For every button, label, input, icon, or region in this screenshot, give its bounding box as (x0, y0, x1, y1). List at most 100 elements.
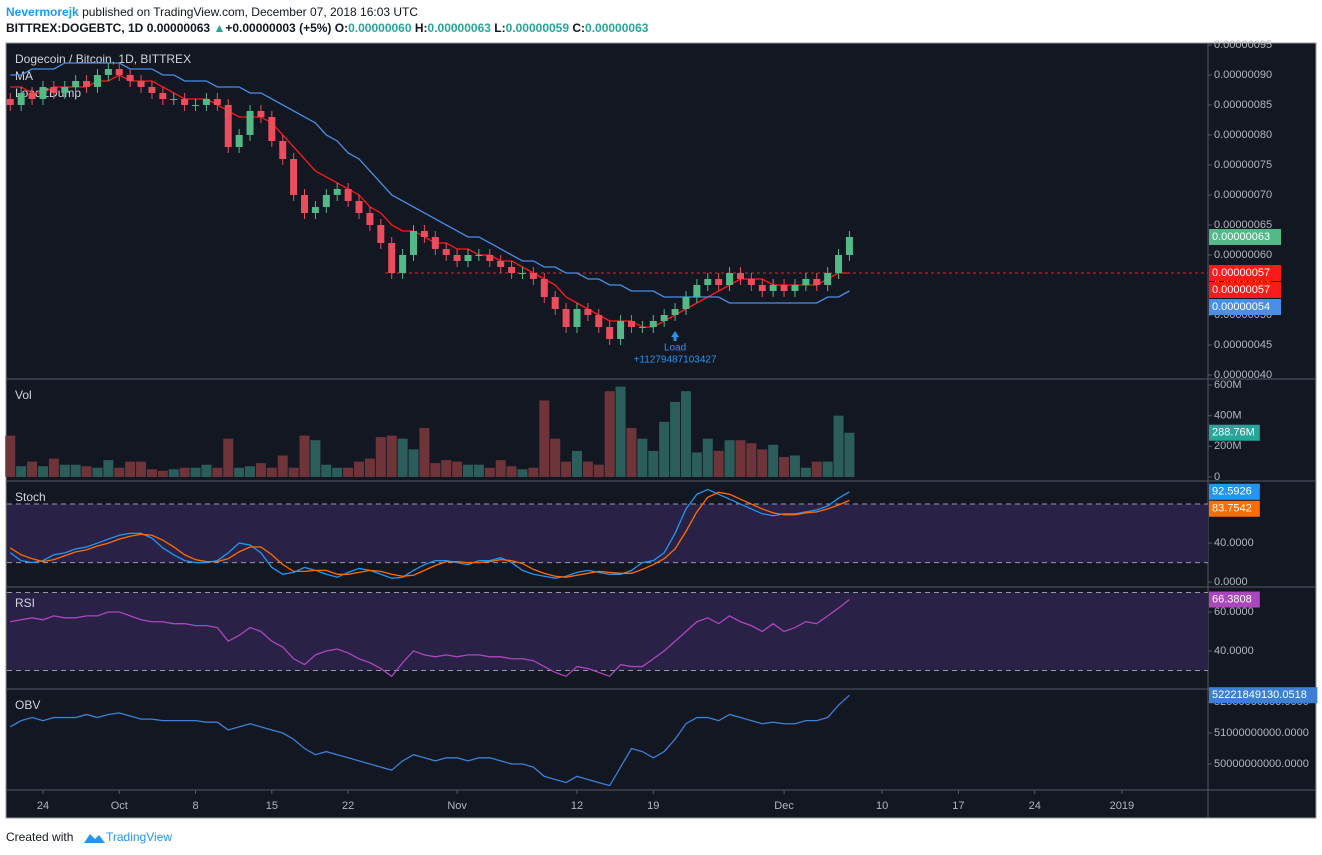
volume-bar (495, 460, 506, 477)
candle-body (61, 86, 69, 93)
candle-body (355, 200, 363, 213)
l-value: 0.00000059 (506, 21, 570, 35)
symbol: BITTREX:DOGEBTC, 1D (6, 21, 144, 35)
last-value-label: 288.76M (1212, 427, 1255, 439)
candle-body (246, 110, 254, 135)
y-tick-label: 0.00000070 (1214, 189, 1272, 201)
volume-bar (713, 450, 724, 477)
candle-body (148, 86, 156, 93)
volume-bar (724, 440, 735, 477)
volume-bar (114, 467, 125, 477)
candle-body (627, 320, 635, 327)
candle-body (791, 284, 799, 291)
y-tick-label: 40.0000 (1214, 645, 1254, 657)
volume-bar (168, 469, 179, 477)
candle-body (28, 92, 36, 99)
volume-bar (452, 461, 463, 477)
candle-body (410, 230, 418, 255)
volume-bar (299, 435, 310, 477)
candle-body (529, 272, 537, 279)
x-tick-label: 10 (876, 800, 888, 812)
volume-bar (223, 438, 234, 477)
volume-bar (146, 469, 157, 477)
indicator-label: LoadZDump (15, 86, 81, 100)
volume-bar (637, 438, 648, 477)
volume-bar (245, 466, 256, 477)
volume-bar (5, 435, 16, 477)
y-tick-label: 0.00000090 (1214, 69, 1272, 81)
volume-bar (582, 461, 593, 477)
volume-bar (136, 461, 147, 477)
volume-bar (288, 467, 299, 477)
candle-body (257, 110, 265, 117)
volume-bar (539, 400, 550, 477)
candle-body (508, 266, 516, 273)
volume-bar (266, 467, 277, 477)
candle-body (671, 308, 679, 315)
last-value-label-bg (1209, 500, 1260, 517)
candle-body (420, 230, 428, 237)
candle-body (399, 254, 407, 273)
line (9, 488, 850, 579)
y-tick-label: 0 (1214, 471, 1220, 483)
candle-body (442, 248, 450, 255)
candle-body (835, 254, 843, 273)
candle-body (540, 278, 548, 297)
volume-bar (659, 421, 670, 477)
candle-body (617, 320, 625, 339)
candle-body (202, 98, 210, 105)
volume-bar (92, 467, 103, 477)
x-tick-label: Nov (447, 800, 467, 812)
x-tick-label: Dec (774, 800, 794, 812)
candle-body (301, 194, 309, 213)
candle-body (638, 326, 646, 328)
y-tick-label: 0.00000060 (1214, 249, 1272, 261)
volume-bar (397, 438, 408, 477)
candle-body (192, 104, 200, 106)
x-tick-label: 2019 (1110, 800, 1134, 812)
published: published on TradingView.com, December 0… (82, 5, 418, 19)
volume-bar (201, 464, 212, 477)
line (10, 62, 850, 304)
volume-bar (473, 464, 484, 477)
pane-title: OBV (15, 698, 40, 712)
volume-bar (157, 470, 168, 477)
l-label: L: (494, 21, 505, 35)
y-tick-label: 200M (1214, 440, 1242, 452)
candle-body (104, 68, 112, 75)
c-value: 0.00000063 (585, 21, 649, 35)
candle-body (606, 326, 614, 339)
volume-bar (757, 449, 768, 477)
candle-body (126, 74, 134, 81)
footer-brand[interactable]: TradingView (106, 830, 172, 844)
volume-bar (626, 427, 637, 477)
last-value-label: 52221849130.0518 (1212, 689, 1307, 701)
candle-body (551, 296, 559, 309)
volume-bar (484, 467, 495, 477)
price-label-bg (1209, 228, 1281, 245)
candle-body (518, 272, 526, 274)
candle-body (170, 98, 178, 100)
price-label: 0.00000054 (1212, 301, 1270, 313)
candle-body (115, 68, 123, 75)
price-label-bg (1209, 264, 1281, 281)
annotation-arrow (671, 330, 680, 341)
y-tick-label: 60.0000 (1214, 606, 1254, 618)
candle-body (159, 92, 167, 99)
price-label: 0.00000057 (1212, 284, 1270, 296)
line (10, 599, 850, 678)
candle-body (6, 98, 14, 105)
candle-body (573, 308, 581, 327)
h-value: 0.00000063 (428, 21, 492, 35)
x-tick-label: 12 (571, 800, 583, 812)
volume-bar (386, 435, 397, 477)
price-label-bg (1209, 298, 1281, 315)
x-tick-label: 24 (37, 800, 49, 812)
volume-bar (375, 437, 386, 477)
candle-body (72, 80, 80, 87)
last-value-label: 66.3808 (1212, 593, 1252, 605)
volume-bar (517, 469, 528, 477)
volume-bar (768, 444, 779, 477)
h-label: H: (415, 21, 428, 35)
x-tick-label: 22 (342, 800, 354, 812)
